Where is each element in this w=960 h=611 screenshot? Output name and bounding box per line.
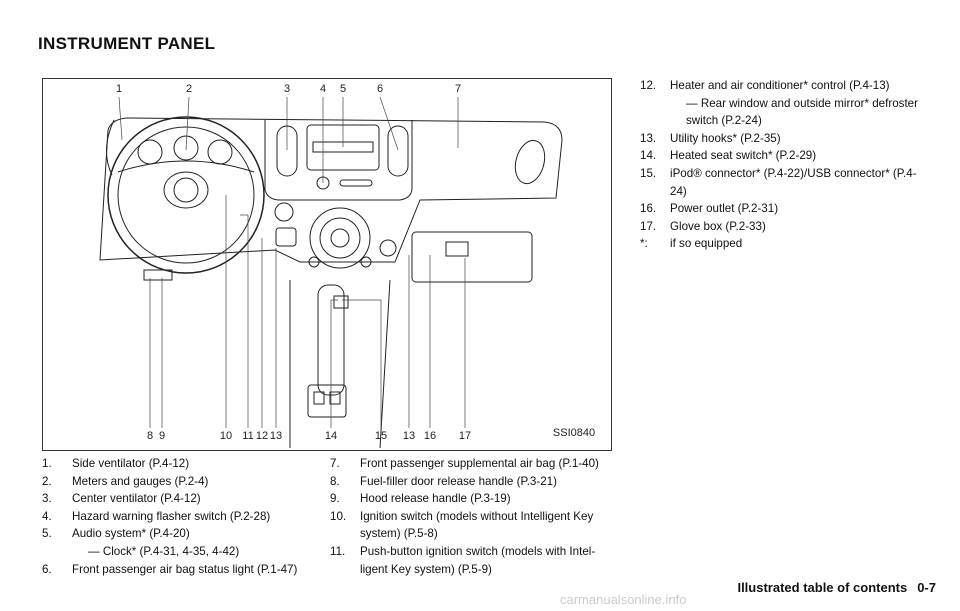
item-text: Power outlet (P.2-31) (670, 202, 779, 216)
item-text: Center ventilator (P.4-12) (72, 492, 201, 506)
leader-line (379, 96, 399, 151)
item-number: 4. (42, 509, 52, 523)
list-item: 11. Push-button ignition switch (models w… (330, 543, 612, 578)
callout-number: 3 (284, 83, 290, 95)
item-number: 3. (42, 492, 52, 506)
list-column: 7. Front passenger supplemental air bag (… (330, 455, 612, 578)
callout-number: 11 (242, 430, 253, 442)
list-item: 14. Heated seat switch* (P.2-29) (640, 147, 922, 165)
page-footer: Illustrated table of contents 0-7 (737, 580, 936, 595)
leader-line (185, 96, 190, 151)
callout-number: 14 (325, 430, 337, 442)
callouts: 1 2 3 4 5 6 78 9 10 11 12 13 14 15 13 16 17 (116, 83, 471, 442)
list-item: 17. Glove box (P.2-33) (640, 218, 922, 236)
item-number: 14. (640, 149, 657, 163)
item-number: 10. (330, 509, 347, 523)
callout-number: 9 (159, 430, 165, 442)
item-number: 16. (640, 202, 657, 216)
list-item: 16. Power outlet (P.2-31) (640, 200, 922, 218)
footnote: *: if so equipped (640, 235, 922, 253)
item-number: 9. (330, 492, 340, 506)
callout-number: 4 (320, 83, 326, 95)
callout-number: 2 (186, 83, 192, 95)
item-number: 2. (42, 474, 52, 488)
dashboard-sketch (99, 116, 563, 449)
item-text: Meters and gauges (P.2-4) (72, 474, 209, 488)
list-item: 13. Utility hooks* (P.2-35) (640, 130, 922, 148)
callout-number: 13 (403, 430, 415, 442)
item-number: 13. (640, 131, 657, 145)
item-subtext: — Rear window and outside mirror* defros… (686, 96, 918, 128)
list-item: 7. Front passenger supplemental air bag (… (330, 455, 612, 473)
callout-number: 15 (375, 430, 387, 442)
item-text: Fuel-filler door release handle (P.3-21) (360, 474, 557, 488)
figure-frame (42, 78, 612, 451)
page-title: INSTRUMENT PANEL (38, 34, 216, 53)
list-column: 12. Heater and air conditioner* control (… (640, 77, 922, 253)
footer-section: Illustrated table of contents (737, 580, 908, 595)
item-text: Front passenger air bag status light (P.… (72, 562, 298, 576)
callout-number: 5 (340, 83, 346, 95)
item-text: Heated seat switch* (P.2-29) (670, 149, 817, 163)
list-item: 1. Side ventilator (P.4-12) (42, 455, 314, 473)
item-text: Audio system* (P.4-20) (72, 527, 190, 541)
list-item: 4. Hazard warning flasher switch (P.2-28) (42, 508, 314, 526)
list-item: 8. Fuel-filler door release handle (P.3-2… (330, 473, 612, 491)
list-item: 12. Heater and air conditioner* control (… (640, 77, 922, 130)
callout-number: 6 (377, 83, 383, 95)
list-item: 2. Meters and gauges (P.2-4) (42, 473, 314, 491)
item-number: 5. (42, 527, 52, 541)
item-text: iPod® connector* (P.4-22)/USB connector*… (670, 166, 917, 198)
figure-code: SSI0840 (553, 427, 595, 439)
list-item: 10. Ignition switch (models without Intel… (330, 508, 612, 543)
list-item: 6. Front passenger air bag status light (… (42, 561, 314, 579)
item-text: Heater and air conditioner* control (P.4… (670, 79, 890, 92)
callout-number: 8 (147, 430, 153, 442)
callout-number: 13 (270, 430, 282, 442)
item-text: Front passenger supplemental air bag (P.… (360, 457, 599, 470)
item-text: Side ventilator (P.4-12) (72, 457, 190, 470)
list-item: 9. Hood release handle (P.3-19) (330, 490, 612, 508)
callout-number: 1 (116, 83, 122, 95)
footnote-mark: *: (640, 237, 648, 251)
item-number: 8. (330, 474, 340, 488)
item-text: Ignition switch (models without Intellig… (360, 509, 594, 541)
item-number: 17. (640, 219, 657, 233)
item-text: Hazard warning flasher switch (P.2-28) (72, 509, 271, 523)
footnote-text: if so equipped (670, 237, 743, 251)
list-item: 5. Audio system* (P.4-20) — Clock* (P.4-31… (42, 525, 314, 560)
list-column: 1. Side ventilator (P.4-12) 2. Meters and g… (42, 455, 314, 578)
callout-number: 12 (256, 430, 268, 442)
item-subtext: — Clock* (P.4-31, 4-35, 4-42) (88, 544, 240, 558)
item-number: 7. (330, 457, 340, 470)
page-number: 0-7 (917, 580, 936, 595)
item-number: 6. (42, 562, 52, 576)
item-number: 15. (640, 166, 657, 180)
item-number: 11. (330, 544, 346, 558)
item-text: Hood release handle (P.3-19) (360, 492, 511, 506)
item-number: 1. (42, 457, 52, 470)
callout-number: 16 (424, 430, 436, 442)
list-item: 15. iPod® connector* (P.4-22)/USB connect… (640, 165, 922, 200)
watermark: carmanualsonline.info (560, 592, 687, 607)
item-text: Push-button ignition switch (models with… (360, 544, 596, 576)
item-text: Glove box (P.2-33) (670, 219, 766, 233)
list-item: 3. Center ventilator (P.4-12) (42, 490, 314, 508)
callout-number: 7 (455, 83, 461, 95)
callout-number: 10 (220, 430, 232, 442)
callout-number: 17 (459, 430, 471, 442)
leader-line (118, 96, 123, 141)
item-number: 12. (640, 79, 657, 92)
item-text: Utility hooks* (P.2-35) (670, 131, 781, 145)
figure: 1 2 3 4 5 6 78 9 10 11 12 13 14 15 13 16 17 SSI0840 (42, 78, 612, 451)
